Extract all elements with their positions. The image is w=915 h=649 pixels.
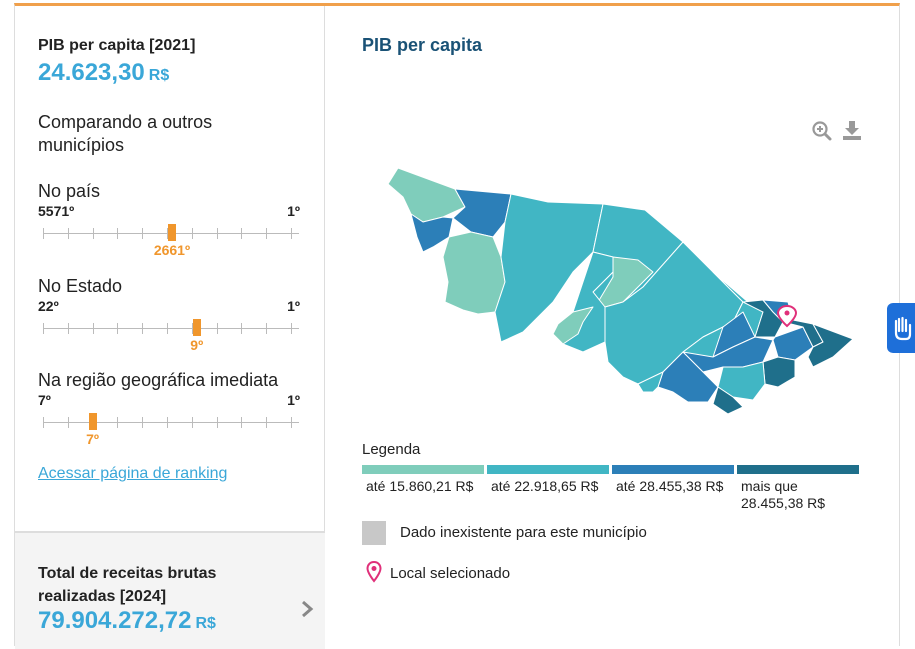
- card-value: 79.904.272,72 R$: [38, 607, 216, 635]
- ranking-ruler: 2661º: [43, 222, 299, 258]
- download-icon[interactable]: [841, 119, 863, 141]
- legend-item: até 15.860,21 R$: [362, 465, 484, 495]
- legend-swatch: [612, 465, 734, 474]
- card-unit: R$: [195, 615, 216, 632]
- map-municipality: [762, 356, 796, 388]
- map-municipality: [552, 306, 594, 345]
- legend-label: até 28.455,38 R$: [616, 478, 724, 494]
- map-municipality: [657, 351, 719, 403]
- ranking-low: 7º: [38, 392, 51, 408]
- ranking-high: 1º: [287, 298, 300, 314]
- ranking-position: 7º: [86, 431, 100, 447]
- indicator-value: 24.623,30 R$: [38, 59, 169, 87]
- indicator-title: PIB per capita [2021]: [38, 37, 196, 54]
- map-municipality: [387, 167, 466, 223]
- ranking-label: Na região geográfica imediata: [38, 370, 279, 390]
- ranking-marker: [192, 319, 201, 336]
- map-municipality: [712, 386, 744, 415]
- legend-item: até 28.455,38 R$: [612, 465, 734, 495]
- selected-location-pin: [776, 304, 798, 328]
- accessibility-button[interactable]: [887, 303, 915, 353]
- map-municipality: [807, 323, 854, 368]
- ranking-marker: [88, 413, 97, 430]
- legend-swatch: [487, 465, 609, 474]
- legend-title: Legenda: [362, 441, 421, 458]
- legend: até 15.860,21 R$ até 22.918,65 R$ até 28…: [362, 465, 862, 515]
- no-data-label: Dado inexistente para este município: [400, 524, 647, 541]
- chevron-right-icon[interactable]: [299, 599, 315, 619]
- map-municipality: [682, 336, 774, 373]
- ranking-country: No país 5571º 1º 2661º: [38, 181, 308, 258]
- indicator-panel: PIB per capita [2021] 24.623,30 R$ Compar…: [14, 3, 900, 649]
- ranking-column: PIB per capita [2021] 24.623,30 R$ Compar…: [15, 6, 325, 649]
- legend-item: até 22.918,65 R$: [487, 465, 609, 495]
- state-map: [387, 167, 854, 415]
- no-data-swatch: [362, 521, 386, 545]
- map-municipality: [442, 231, 506, 315]
- ranking-high: 1º: [287, 203, 300, 219]
- map-municipality: [637, 371, 664, 393]
- hand-sign-icon: [894, 316, 912, 341]
- ranking-page-link[interactable]: Acessar página de ranking: [38, 465, 228, 482]
- indicator-unit: R$: [148, 67, 170, 84]
- legend-label: até 22.918,65 R$: [491, 478, 599, 494]
- ranking-marker: [167, 224, 176, 241]
- selected-location-label: Local selecionado: [390, 565, 511, 582]
- card-number: 79.904.272,72: [38, 607, 192, 634]
- compare-title: Comparando a outros municípios: [38, 112, 213, 155]
- ranking-region: Na região geográfica imediata 7º 1º 7º: [38, 370, 308, 447]
- legend-item: mais que 28.455,38 R$: [737, 465, 859, 512]
- ranking-high: 1º: [287, 392, 300, 408]
- ranking-ruler: 7º: [43, 411, 299, 447]
- zoom-in-icon[interactable]: [811, 120, 833, 142]
- indicator-number: 24.623,30: [38, 59, 145, 86]
- ranking-position: 9º: [190, 337, 204, 353]
- card-title: Total de receitas brutas realizadas [202…: [38, 565, 217, 605]
- map-title: PIB per capita: [362, 35, 483, 55]
- ranking-label: No país: [38, 181, 101, 201]
- ranking-state: No Estado 22º 1º 9º: [38, 276, 308, 353]
- next-indicator-card[interactable]: Total de receitas brutas realizadas [202…: [15, 531, 325, 649]
- ranking-ruler: 9º: [43, 317, 299, 353]
- ranking-low: 22º: [38, 298, 59, 314]
- legend-swatch: [362, 465, 484, 474]
- legend-swatch: [737, 465, 859, 474]
- ranking-position: 2661º: [153, 242, 191, 258]
- map-municipality: [452, 188, 512, 238]
- legend-label: mais que 28.455,38 R$: [741, 478, 826, 511]
- legend-label: até 15.860,21 R$: [366, 478, 474, 494]
- ranking-label: No Estado: [38, 276, 123, 296]
- ranking-low: 5571º: [38, 203, 75, 219]
- location-pin-icon: [366, 561, 382, 583]
